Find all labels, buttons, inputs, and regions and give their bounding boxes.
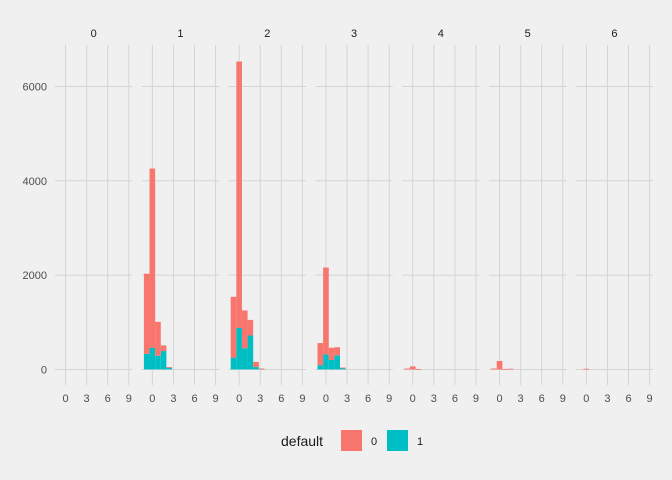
bar-default-1	[149, 347, 156, 370]
bar-default-1	[247, 335, 254, 370]
facet-strip-label: 2	[264, 28, 270, 40]
bar-default-1	[230, 357, 237, 370]
bar-default-0	[317, 343, 324, 366]
bar-default-0	[247, 319, 254, 336]
legend-label-0: 0	[371, 436, 377, 448]
x-tick-label: 6	[625, 393, 631, 405]
x-tick-label: 3	[604, 393, 610, 405]
x-tick-label: 0	[583, 393, 589, 405]
x-tick-label: 0	[149, 393, 155, 405]
bar-default-1	[241, 348, 248, 370]
facet-bars-3	[317, 267, 346, 370]
bar-default-1	[160, 351, 167, 370]
x-tick-label: 9	[647, 393, 653, 405]
x-tick-label: 3	[257, 393, 263, 405]
bar-default-0	[583, 368, 590, 370]
x-tick-label: 6	[452, 393, 458, 405]
x-tick-label: 6	[191, 393, 197, 405]
x-tick-label: 3	[431, 393, 437, 405]
bar-default-0	[160, 345, 167, 352]
bar-default-1	[253, 367, 259, 370]
facet-strip-label: 1	[177, 28, 183, 40]
bar-default-1	[339, 368, 346, 370]
facet-panel-0: 0 3 6 9 0	[55, 28, 133, 405]
x-tick-label: 3	[344, 393, 350, 405]
bar-default-1	[328, 360, 335, 370]
x-tick-label: 3	[170, 393, 176, 405]
facet-bars-1	[143, 168, 173, 370]
x-tick-label: 6	[105, 393, 111, 405]
facet-strip-label: 5	[525, 28, 531, 40]
facet-bars-2	[230, 61, 265, 370]
bar-default-1	[143, 353, 150, 370]
x-tick-label: 3	[518, 393, 524, 405]
bar-default-0	[415, 369, 422, 371]
bar-default-0	[404, 368, 410, 370]
bar-default-1	[166, 367, 173, 370]
y-tick-label: 6000	[23, 81, 47, 93]
bar-default-0	[328, 347, 335, 361]
x-tick-label: 0	[323, 393, 329, 405]
bar-default-0	[323, 267, 329, 355]
facet-panel-6: 0 3 6 9 6	[575, 28, 654, 405]
bar-default-0	[230, 296, 237, 358]
facet-panel-5: 0 3 6 9 5	[489, 28, 567, 405]
legend-key-0	[341, 430, 362, 451]
x-tick-label: 0	[410, 393, 416, 405]
bar-default-0	[502, 369, 508, 371]
bar-default-0	[491, 368, 497, 370]
legend-label-1: 1	[417, 436, 423, 448]
x-tick-label: 6	[278, 393, 284, 405]
bar-default-0	[496, 360, 503, 370]
x-tick-label: 9	[386, 393, 392, 405]
y-tick-label: 4000	[23, 176, 47, 188]
y-tick-label: 0	[41, 364, 47, 376]
x-tick-label: 9	[560, 393, 566, 405]
x-tick-label: 0	[62, 393, 68, 405]
bar-default-0	[241, 310, 248, 349]
facet-bars-5	[491, 360, 514, 371]
x-tick-label: 9	[299, 393, 305, 405]
legend-key-1	[387, 430, 408, 451]
bar-default-0	[149, 168, 156, 348]
bar-default-0	[339, 367, 346, 369]
bar-default-0	[236, 61, 242, 328]
bar-default-0	[334, 347, 340, 356]
facet-bars-6	[583, 368, 590, 370]
x-tick-label: 0	[236, 393, 242, 405]
legend-title: default	[281, 433, 323, 449]
x-tick-label: 6	[539, 393, 545, 405]
bar-default-1	[317, 365, 324, 370]
bar-default-0	[166, 367, 173, 368]
facet-strip-label: 0	[91, 28, 97, 40]
facet-strip-label: 4	[438, 28, 444, 40]
x-tick-label: 6	[365, 393, 371, 405]
bar-default-0	[507, 368, 514, 370]
y-tick-label: 2000	[23, 270, 47, 282]
bar-default-0	[155, 321, 161, 356]
bar-default-0	[143, 273, 150, 354]
bar-default-1	[155, 355, 161, 370]
bar-default-0	[258, 368, 265, 370]
facet-strip-label: 6	[611, 28, 617, 40]
x-tick-label: 0	[496, 393, 502, 405]
facet-strip-label: 3	[351, 28, 357, 40]
x-tick-label: 9	[213, 393, 219, 405]
bar-default-0	[253, 361, 259, 368]
facet-panel-4: 0 3 6 9 4	[402, 28, 480, 405]
x-tick-label: 9	[126, 393, 132, 405]
bar-default-1	[334, 355, 340, 370]
facet-bars-4	[404, 366, 422, 371]
x-tick-label: 9	[473, 393, 479, 405]
bar-default-0	[409, 366, 416, 370]
legend: default 0 1	[281, 430, 423, 451]
bar-default-1	[323, 354, 329, 370]
bar-default-1	[236, 327, 242, 370]
x-tick-label: 3	[84, 393, 90, 405]
